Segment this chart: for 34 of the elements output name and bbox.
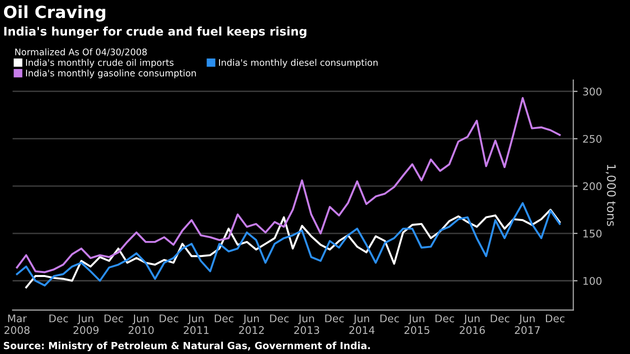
chart-title: Oil Craving (4, 5, 106, 22)
source-note: Source: Ministry of Petroleum & Natural Gas, Government of India. (4, 342, 370, 352)
x-tick-label: Dec (436, 314, 454, 322)
y-tick-label: 100 (583, 276, 602, 285)
y-tick-label: 200 (583, 182, 602, 190)
y-tick-label: 150 (583, 230, 602, 238)
x-tick-label: Dec (160, 314, 178, 322)
x-tick-label: Jun 2013 (294, 314, 320, 334)
x-tick-label: Jun 2011 (184, 314, 209, 334)
x-tick-label: Dec (104, 314, 124, 322)
x-tick-label: Jun 2012 (239, 314, 264, 334)
x-tick-label: Dec (490, 314, 510, 322)
x-tick-label: Dec (546, 314, 564, 322)
y-tick-label: 300 (583, 88, 602, 96)
x-tick-label: Jun 2014 (349, 314, 374, 334)
line-series (16, 97, 561, 274)
legend-label: India's monthly gasoline consumption (26, 69, 196, 78)
x-tick-label: Jun 2017 (514, 314, 540, 334)
y-tick-label: 250 (583, 134, 602, 143)
x-tick-label: Jun 2015 (404, 314, 430, 334)
x-tick-label: Dec (270, 314, 289, 322)
x-tick-label: Dec (380, 314, 399, 322)
x-tick-label: Dec (325, 314, 344, 322)
x-tick-label: Jun 2016 (460, 314, 485, 334)
x-tick-label: Jun 2009 (74, 314, 99, 334)
chart-subtitle: India's hunger for crude and fuel keeps rising (4, 26, 306, 38)
x-tick-label: Dec (49, 314, 68, 322)
x-tick-label: Dec (214, 314, 234, 322)
x-tick-label: Mar 2008 (4, 314, 30, 334)
legend-label: India's monthly crude oil imports (26, 58, 174, 68)
legend-title: Normalized As Of 04/30/2008 (15, 48, 147, 56)
y-axis-title: 1,000 tons (606, 164, 616, 226)
x-tick-label: Jun 2010 (128, 314, 154, 334)
legend-label: India's monthly diesel consumption (219, 58, 378, 68)
